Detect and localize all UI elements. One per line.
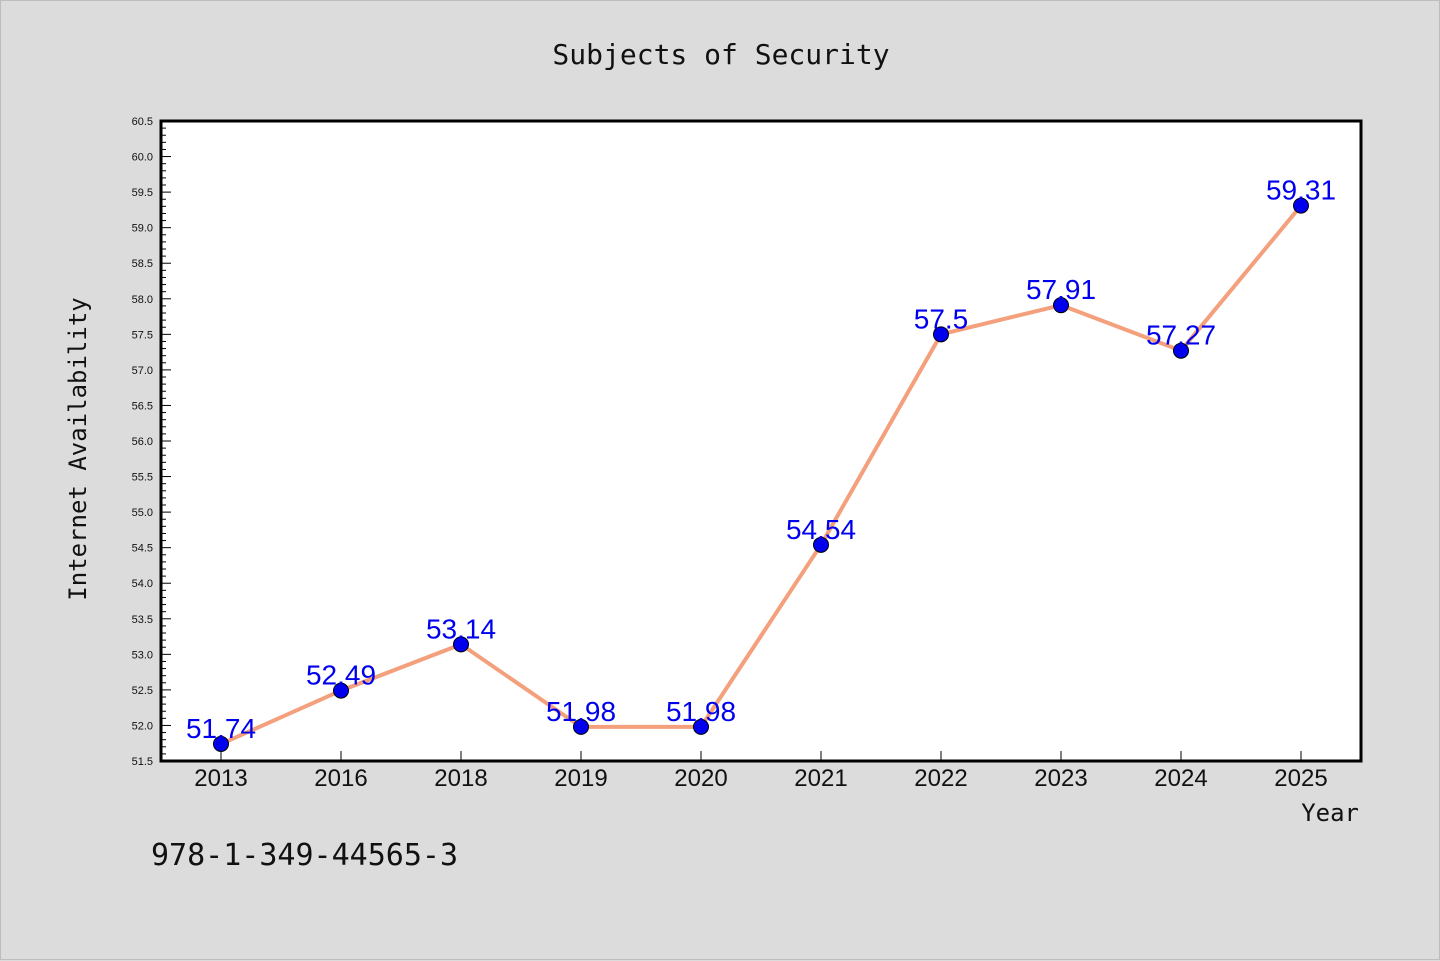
data-label: 59.31 [1266, 175, 1336, 206]
data-label: 51.74 [186, 713, 256, 744]
x-tick-label: 2019 [554, 765, 607, 792]
data-label: 52.49 [306, 660, 376, 691]
x-tick-label: 2021 [794, 765, 847, 792]
data-point [1293, 197, 1309, 214]
data-label: 53.14 [426, 613, 496, 644]
x-tick-label: 2018 [434, 765, 487, 792]
data-point [813, 536, 829, 553]
y-tick-label: 57.0 [132, 365, 153, 377]
x-axis-tick-labels: 2013 2016 2018 2019 2020 2021 2022 2023 2024 2025 [194, 765, 1327, 792]
y-tick-label: 60.0 [132, 152, 153, 164]
data-label: 51.98 [666, 696, 736, 727]
chart-title: Subjects of Security [552, 38, 889, 71]
y-tick-label: 59.0 [132, 223, 153, 235]
y-tick-label: 52.5 [132, 685, 153, 697]
data-point [333, 682, 349, 699]
y-tick-label: 56.0 [132, 436, 153, 448]
x-tick-label: 2016 [314, 765, 367, 792]
data-label: 51.98 [546, 696, 616, 727]
data-markers [213, 197, 1309, 752]
y-tick-label: 54.5 [132, 543, 153, 555]
y-tick-label: 52.0 [132, 720, 153, 732]
y-tick-label: 51.5 [132, 756, 153, 768]
data-label: 57.5 [914, 303, 969, 334]
x-tick-label: 2025 [1274, 765, 1327, 792]
y-tick-label: 58.5 [132, 258, 153, 270]
y-tick-label: 54.0 [132, 578, 153, 590]
y-tick-label: 56.5 [132, 400, 153, 412]
data-point [213, 735, 229, 752]
data-point [933, 326, 949, 343]
x-tick-label: 2020 [674, 765, 727, 792]
data-point [453, 636, 469, 653]
data-point [693, 718, 709, 735]
y-tick-label: 53.5 [132, 614, 153, 626]
x-tick-label: 2022 [914, 765, 967, 792]
x-tick-label: 2013 [194, 765, 247, 792]
plot-area [161, 121, 1361, 761]
x-axis-ticks [220, 751, 1302, 761]
x-tick-label: 2023 [1034, 765, 1087, 792]
y-tick-label: 58.0 [132, 294, 153, 306]
data-label: 57.27 [1146, 320, 1216, 351]
x-axis-title: Year [1301, 799, 1359, 827]
x-tick-label: 2024 [1154, 765, 1207, 792]
isbn-footer: 978-1-349-44565-3 [151, 838, 458, 873]
data-label: 57.91 [1026, 274, 1096, 305]
series-line [220, 204, 1303, 746]
y-tick-label: 55.5 [132, 472, 153, 484]
y-tick-label: 60.5 [132, 116, 153, 128]
y-tick-label: 55.0 [132, 507, 153, 519]
data-point [1173, 342, 1189, 359]
y-axis-tick-labels: 51.5 52.0 52.5 53.0 53.5 54.0 54.5 55.0 55.5 56.0… [132, 116, 153, 768]
data-labels: 51.74 52.49 53.14 51.98 51.98 54.54 57.5 57.91 5… [186, 175, 1336, 744]
data-label: 54.54 [786, 514, 856, 545]
y-tick-label: 57.5 [132, 329, 153, 341]
y-tick-label: 53.0 [132, 649, 153, 661]
plot-border [159, 119, 1363, 763]
y-axis-title: Internet Availability [64, 297, 92, 600]
data-point [573, 718, 589, 735]
data-point [1053, 297, 1069, 314]
y-tick-label: 59.5 [132, 187, 153, 199]
